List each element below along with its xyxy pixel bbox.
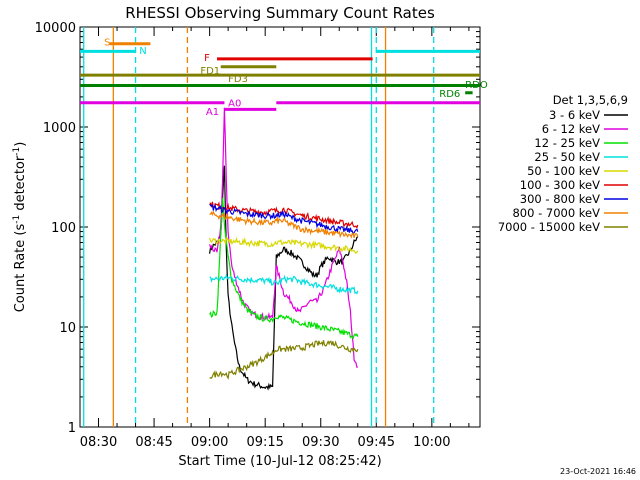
legend-entry-label: 800 - 7000 keV: [512, 206, 600, 220]
y-tick-label: 1000: [43, 121, 76, 136]
y-tick-label: 10: [59, 321, 76, 336]
x-tick-label: 09:00: [191, 435, 228, 450]
y-axis-label: Count Rate (s-1 detector-1): [12, 142, 28, 313]
legend-entry-label: 12 - 25 keV: [534, 136, 600, 150]
legend-entry-label: 3 - 6 keV: [549, 108, 600, 122]
series-line: [209, 236, 359, 255]
legend-entry-label: 300 - 800 keV: [520, 192, 600, 206]
state-bars: S N F FD1 FD3 RDO RD6 A1 A0: [80, 37, 488, 118]
series-line: [209, 197, 359, 340]
series-line: [209, 340, 359, 380]
state-bar-label: N: [139, 46, 146, 57]
legend-entry-label: 7000 - 15000 keV: [498, 220, 600, 234]
series-line: [209, 273, 359, 295]
y-tick-label: 10000: [35, 21, 76, 36]
vertical-markers: [83, 27, 435, 427]
state-bar-label: RDO: [465, 80, 488, 91]
x-tick-label: 10:00: [413, 435, 450, 450]
series-line: [209, 165, 359, 391]
series-line: [209, 210, 359, 239]
y-tick-label: 1: [68, 421, 76, 436]
state-bar-label: S: [104, 37, 110, 48]
x-tick-label: 08:45: [135, 435, 172, 450]
x-tick-label: 08:30: [80, 435, 117, 450]
series-lines: [209, 107, 359, 391]
state-bar-label: A1: [206, 107, 219, 118]
legend-title: Det 1,3,5,6,9: [553, 93, 628, 107]
legend-entry-label: 25 - 50 keV: [534, 150, 600, 164]
y-tick-label: 100: [51, 221, 76, 236]
chart-title: RHESSI Observing Summary Count Rates: [125, 4, 435, 22]
state-bar-label: FD3: [228, 74, 248, 85]
legend-entry-label: 50 - 100 keV: [527, 164, 600, 178]
y-axis: 1 10 100 1000 10000: [35, 21, 480, 436]
x-axis: 08:30 08:45 09:00 09:15 09:30 09:45 10:00: [79, 27, 470, 450]
x-axis-label: Start Time (10-Jul-12 08:25:42): [178, 454, 381, 469]
state-bar-label: RD6: [439, 89, 460, 100]
x-tick-label: 09:15: [246, 435, 283, 450]
state-bar-label: F: [204, 53, 210, 64]
series-line: [209, 201, 359, 229]
state-bar-label: FD1: [200, 66, 220, 77]
timestamp: 23-Oct-2021 16:46: [560, 467, 636, 476]
x-tick-label: 09:30: [302, 435, 339, 450]
legend-entry-label: 6 - 12 keV: [542, 122, 600, 136]
legend-entry-label: 100 - 300 keV: [520, 178, 600, 192]
series-line: [209, 203, 359, 235]
state-bar-label: A0: [228, 99, 241, 110]
series-line: [209, 107, 359, 369]
x-tick-label: 09:45: [358, 435, 395, 450]
